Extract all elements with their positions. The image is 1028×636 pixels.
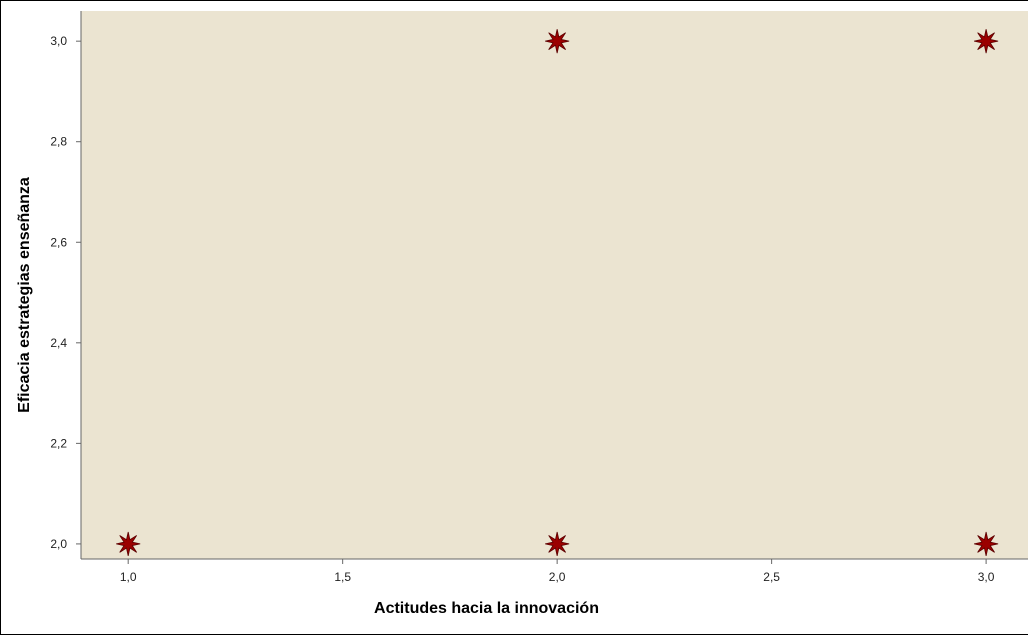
x-tick-label: 2,5 xyxy=(763,570,780,584)
scatter-point xyxy=(545,531,570,557)
x-axis-title: Actitudes hacia la innovación xyxy=(374,600,599,617)
x-tick-label: 1,0 xyxy=(120,570,137,584)
y-tick-label: 2,0 xyxy=(50,537,67,551)
y-axis-title: Eficacia estrategias enseñanza xyxy=(16,177,33,413)
y-tick-label: 2,2 xyxy=(50,436,67,450)
y-tick-label: 2,4 xyxy=(50,336,67,350)
scatter-point xyxy=(116,531,141,557)
data-points xyxy=(116,29,999,557)
scatter-point xyxy=(974,531,999,557)
x-tick-label: 2,0 xyxy=(549,570,566,584)
x-axis-ticks: 1,0 1,5 2,0 2,5 3,0 xyxy=(120,559,995,584)
y-axis-ticks: 2,0 2,2 2,4 2,6 2,8 3,0 xyxy=(50,34,81,551)
scatter-point xyxy=(545,29,570,54)
y-tick-label: 3,0 xyxy=(50,34,67,48)
y-tick-label: 2,6 xyxy=(50,235,67,249)
x-tick-label: 1,5 xyxy=(334,570,351,584)
plot-area xyxy=(81,11,1028,559)
y-tick-label: 2,8 xyxy=(50,135,67,149)
x-tick-label: 3,0 xyxy=(978,570,995,584)
scatter-point xyxy=(974,29,999,54)
